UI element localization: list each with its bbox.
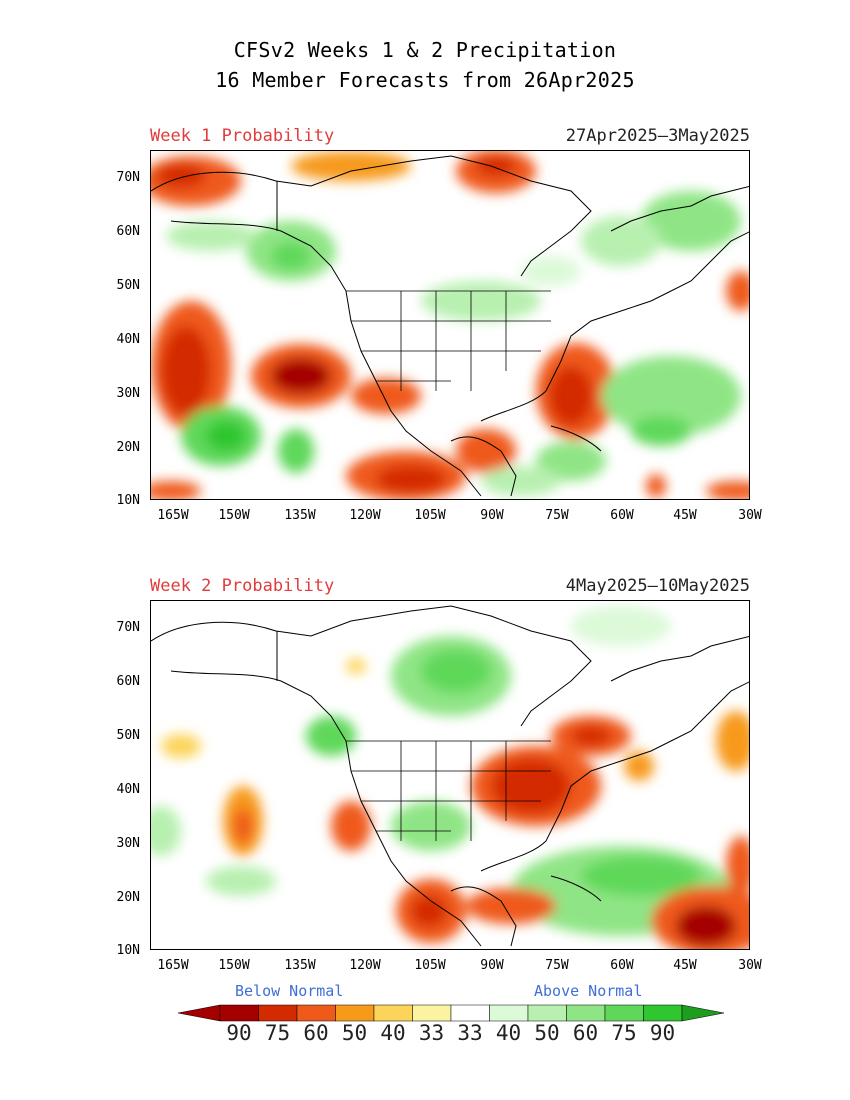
week1-date-range: 27Apr2025—3May2025	[565, 126, 750, 146]
lon-label: 120W	[349, 508, 381, 523]
lon-label: 75W	[545, 958, 569, 973]
main-title: CFSv2 Weeks 1 & 2 Precipitation	[233, 38, 617, 62]
legend-swatch	[643, 1004, 683, 1022]
week1-probability-field	[151, 151, 749, 499]
lat-label: 30N	[116, 836, 140, 851]
legend-swatch	[412, 1004, 452, 1022]
coastlines	[151, 155, 749, 497]
lat-label: 50N	[116, 728, 140, 743]
state-borders	[346, 290, 551, 391]
lon-label: 150W	[218, 508, 250, 523]
lon-label: 75W	[545, 508, 569, 523]
lat-label: 40N	[116, 332, 140, 347]
week2-label: Week 2 Probability	[150, 576, 335, 596]
lat-label: 30N	[116, 386, 140, 401]
lat-label: 10N	[116, 493, 140, 508]
legend-value: 40	[495, 1021, 522, 1045]
legend-swatch	[604, 1004, 644, 1022]
lon-label: 165W	[157, 958, 189, 973]
week1-map	[150, 150, 750, 500]
lon-label: 135W	[284, 508, 316, 523]
lon-label: 45W	[673, 958, 697, 973]
week2-date-range: 4May2025—10May2025	[565, 576, 750, 596]
lat-label: 20N	[116, 440, 140, 455]
lon-label: 150W	[218, 958, 250, 973]
legend-swatch	[219, 1004, 259, 1022]
lat-label: 50N	[116, 278, 140, 293]
lon-label: 60W	[610, 508, 634, 523]
lon-label: 105W	[414, 508, 446, 523]
lon-label: 45W	[673, 508, 697, 523]
lon-label: 30W	[738, 958, 762, 973]
lon-label: 120W	[349, 958, 381, 973]
main-subtitle: 16 Member Forecasts from 26Apr2025	[215, 68, 635, 92]
legend-swatch	[296, 1004, 336, 1022]
legend-color-bar	[178, 1004, 724, 1022]
legend-value: 75	[264, 1021, 291, 1045]
state-borders	[346, 740, 551, 841]
legend-value: 60	[572, 1021, 599, 1045]
above-arrow	[681, 1004, 724, 1022]
legend-value: 33	[457, 1021, 483, 1045]
lon-label: 135W	[284, 958, 316, 973]
legend-value: 50	[341, 1021, 368, 1045]
below-normal-label: Below Normal	[235, 982, 344, 1000]
lon-label: 105W	[414, 958, 446, 973]
lon-label: 60W	[610, 958, 634, 973]
week2-map	[150, 600, 750, 950]
legend-boxes	[219, 1004, 683, 1022]
legend-swatch	[373, 1004, 413, 1022]
week2-probability-field	[151, 606, 749, 949]
legend-swatch	[489, 1004, 529, 1022]
legend-swatch	[566, 1004, 606, 1022]
legend-value: 60	[303, 1021, 329, 1045]
lat-label: 10N	[116, 943, 140, 958]
legend-swatch	[450, 1004, 490, 1022]
lat-label: 20N	[116, 890, 140, 905]
legend-swatch	[258, 1004, 298, 1022]
legend-value: 33	[418, 1021, 445, 1045]
lat-label: 40N	[116, 782, 140, 797]
lat-label: 70N	[116, 620, 140, 635]
below-arrow	[178, 1004, 221, 1022]
coastlines	[151, 605, 749, 947]
lat-label: 60N	[116, 224, 140, 239]
lon-label: 90W	[480, 958, 504, 973]
legend-swatch	[527, 1004, 567, 1022]
legend-value: 90	[649, 1021, 676, 1045]
legend-swatch	[335, 1004, 375, 1022]
above-normal-label: Above Normal	[534, 982, 643, 1000]
legend-value: 75	[611, 1021, 637, 1045]
lon-label: 90W	[480, 508, 504, 523]
lon-label: 165W	[157, 508, 189, 523]
lat-label: 60N	[116, 674, 140, 689]
lat-label: 70N	[116, 170, 140, 185]
lon-label: 30W	[738, 508, 762, 523]
legend-value: 90	[226, 1021, 252, 1045]
week1-label: Week 1 Probability	[150, 126, 335, 146]
legend-value: 50	[534, 1021, 560, 1045]
legend-value: 40	[380, 1021, 406, 1045]
